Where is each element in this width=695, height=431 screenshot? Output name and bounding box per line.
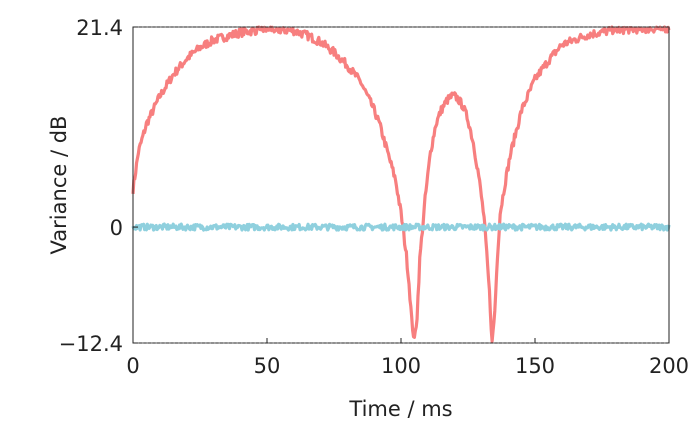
y-axis-label: Variance / dB xyxy=(47,116,71,255)
series-line-0 xyxy=(131,25,671,343)
plot-area xyxy=(131,25,671,343)
x-tick-label: 0 xyxy=(126,354,139,378)
y-tick-label: 0 xyxy=(110,216,123,240)
x-tick-label: 100 xyxy=(381,354,421,378)
plot-frame xyxy=(132,26,670,344)
y-tick-label: −12.4 xyxy=(59,332,123,356)
series-line-1 xyxy=(131,222,671,232)
x-tick-label: 50 xyxy=(254,354,281,378)
y-tick-label: 21.4 xyxy=(76,16,123,40)
x-axis-label: Time / ms xyxy=(348,397,452,421)
x-tick-label: 150 xyxy=(515,354,555,378)
x-tick-label: 200 xyxy=(649,354,689,378)
